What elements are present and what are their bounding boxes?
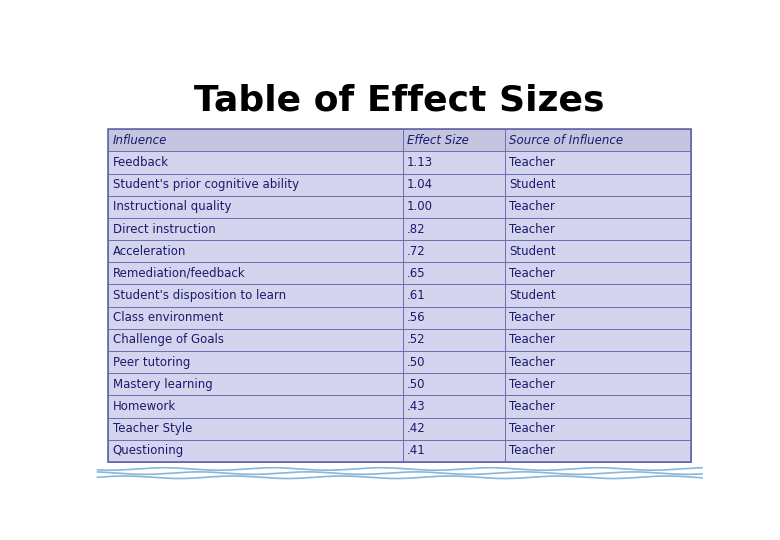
Text: .42: .42 [407,422,426,435]
Bar [505,329,691,351]
Text: .41: .41 [407,444,426,457]
Text: Questioning: Questioning [112,444,184,457]
Text: Teacher Style: Teacher Style [112,422,192,435]
Bar [505,373,691,395]
Text: Teacher: Teacher [509,156,555,169]
Bar [108,129,402,151]
Bar [402,417,505,440]
Bar [505,129,691,151]
Text: .82: .82 [407,222,426,235]
Text: .72: .72 [407,245,426,258]
Text: .56: .56 [407,311,426,324]
Text: .61: .61 [407,289,426,302]
Text: Teacher: Teacher [509,333,555,347]
Text: Influence: Influence [112,134,167,147]
Bar [505,262,691,285]
Bar [108,329,402,351]
Bar [505,307,691,329]
Bar [402,395,505,417]
Bar [402,196,505,218]
Text: Direct instruction: Direct instruction [112,222,215,235]
Bar [108,196,402,218]
Bar [108,151,402,173]
Text: Source of Influence: Source of Influence [509,134,623,147]
Text: Teacher: Teacher [509,378,555,391]
Text: Teacher: Teacher [509,422,555,435]
Text: Effect Size: Effect Size [407,134,469,147]
Text: 1.04: 1.04 [407,178,433,191]
Bar [108,417,402,440]
Text: 1.00: 1.00 [407,200,433,213]
Text: Teacher: Teacher [509,400,555,413]
Bar [505,395,691,417]
Text: Teacher: Teacher [509,200,555,213]
Text: .50: .50 [407,356,425,369]
Bar [505,196,691,218]
Bar [505,440,691,462]
Bar [505,173,691,196]
Bar [108,218,402,240]
Bar [402,373,505,395]
Bar [108,262,402,285]
Bar [505,218,691,240]
Bar [402,262,505,285]
Text: Student: Student [509,245,555,258]
Text: Table of Effect Sizes: Table of Effect Sizes [194,84,605,118]
Text: Challenge of Goals: Challenge of Goals [112,333,224,347]
Bar [402,129,505,151]
Bar [108,173,402,196]
Text: Teacher: Teacher [509,222,555,235]
Bar [505,151,691,173]
Bar [402,329,505,351]
Bar [505,240,691,262]
Text: Homework: Homework [112,400,176,413]
Text: Peer tutoring: Peer tutoring [112,356,190,369]
Text: Feedback: Feedback [112,156,168,169]
Text: Student's disposition to learn: Student's disposition to learn [112,289,285,302]
Text: 1.13: 1.13 [407,156,433,169]
Text: .50: .50 [407,378,425,391]
Text: .65: .65 [407,267,426,280]
Bar [108,373,402,395]
Bar [108,351,402,373]
Bar [402,151,505,173]
Text: Class environment: Class environment [112,311,223,324]
Text: .43: .43 [407,400,426,413]
Bar [402,240,505,262]
Bar [402,351,505,373]
Bar [402,173,505,196]
Text: Mastery learning: Mastery learning [112,378,212,391]
Bar [402,218,505,240]
Text: Instructional quality: Instructional quality [112,200,231,213]
Text: Acceleration: Acceleration [112,245,186,258]
Bar [505,351,691,373]
Bar [108,395,402,417]
Text: Teacher: Teacher [509,267,555,280]
Text: Teacher: Teacher [509,311,555,324]
Text: Remediation/feedback: Remediation/feedback [112,267,245,280]
Bar [108,285,402,307]
Bar [402,440,505,462]
Text: .52: .52 [407,333,426,347]
Bar [108,440,402,462]
Bar [402,307,505,329]
Text: Student: Student [509,178,555,191]
Bar [402,285,505,307]
Bar [505,285,691,307]
Bar [108,240,402,262]
Bar [108,129,691,462]
Text: Teacher: Teacher [509,356,555,369]
Text: Student's prior cognitive ability: Student's prior cognitive ability [112,178,299,191]
Text: Teacher: Teacher [509,444,555,457]
Bar [108,307,402,329]
Text: Student: Student [509,289,555,302]
Bar [505,417,691,440]
